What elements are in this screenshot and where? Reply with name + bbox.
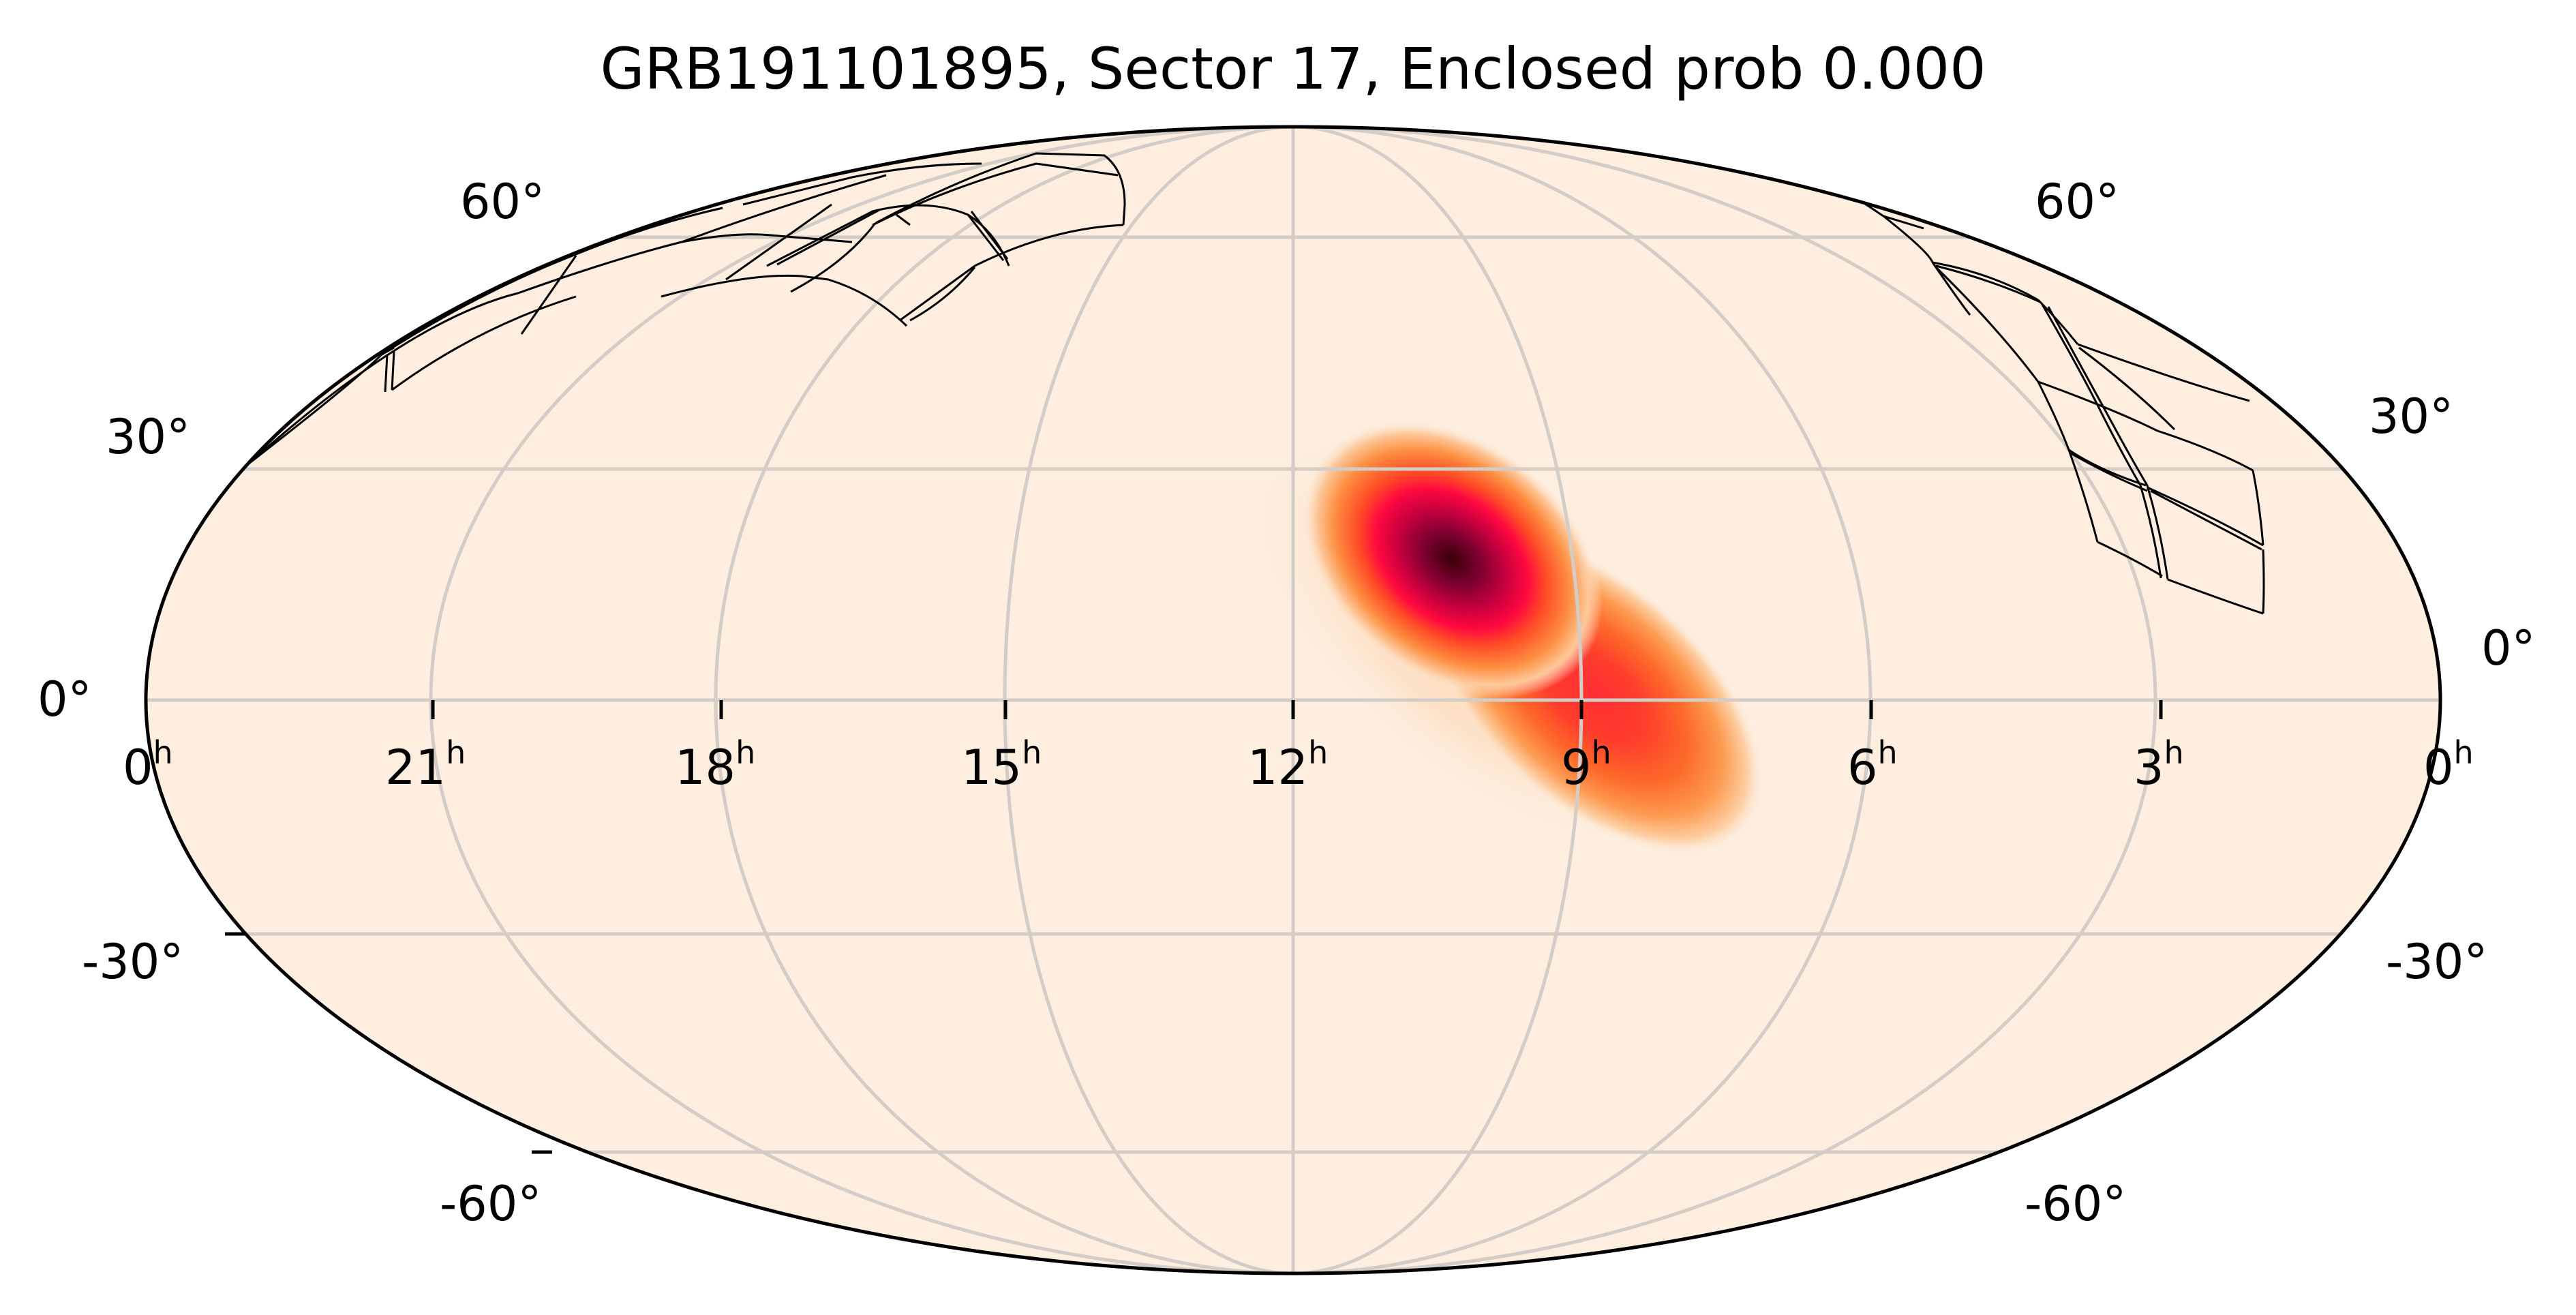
dec-tick-marks — [225, 932, 552, 1154]
dec-label-right-0: 0° — [2481, 620, 2536, 676]
ra-label-15h: 15h — [961, 734, 1042, 796]
tess-footprints-upper-right — [1840, 186, 2265, 615]
ra-label-9h: 9h — [1561, 734, 1611, 796]
ra-tick-marks — [431, 700, 2163, 719]
ra-tick-labels: 0h 21h 18h 15h 12h 9h 6h 3h 0h — [123, 734, 2474, 796]
dec-label-right-minus60: -60° — [2025, 1176, 2126, 1232]
dec-tick-labels-left: 60° 30° 0° -30° -60° — [37, 174, 545, 1232]
ra-label-0h-right: 0h — [2423, 734, 2474, 796]
dec-label-left-minus60: -60° — [440, 1176, 541, 1232]
ra-label-12h: 12h — [1247, 734, 1328, 796]
ra-label-3h: 3h — [2134, 734, 2184, 796]
ra-label-18h: 18h — [675, 734, 755, 796]
dec-label-right-60: 60° — [2035, 174, 2119, 230]
chart-title: GRB191101895, Sector 17, Enclosed prob 0… — [600, 35, 1986, 102]
meridian-3h-21h — [429, 127, 2157, 1273]
dec-label-left-60: 60° — [460, 174, 545, 230]
map-boundary — [144, 125, 2442, 1275]
dec-label-left-minus30: -30° — [82, 934, 183, 990]
ra-label-6h: 6h — [1847, 734, 1898, 796]
dec-label-left-0: 0° — [37, 671, 92, 727]
dec-label-right-30: 30° — [2369, 389, 2453, 444]
heatmap-peak — [1301, 419, 1603, 699]
probability-heatmap — [1243, 419, 1765, 856]
dec-label-right-minus30: -30° — [2386, 934, 2487, 990]
dec-label-left-30: 30° — [106, 409, 190, 465]
ra-label-21h: 21h — [385, 734, 466, 796]
dec-tick-labels-right: 60° 30° 0° -30° -60° — [2025, 174, 2536, 1232]
ra-label-0h-left: 0h — [123, 734, 173, 796]
